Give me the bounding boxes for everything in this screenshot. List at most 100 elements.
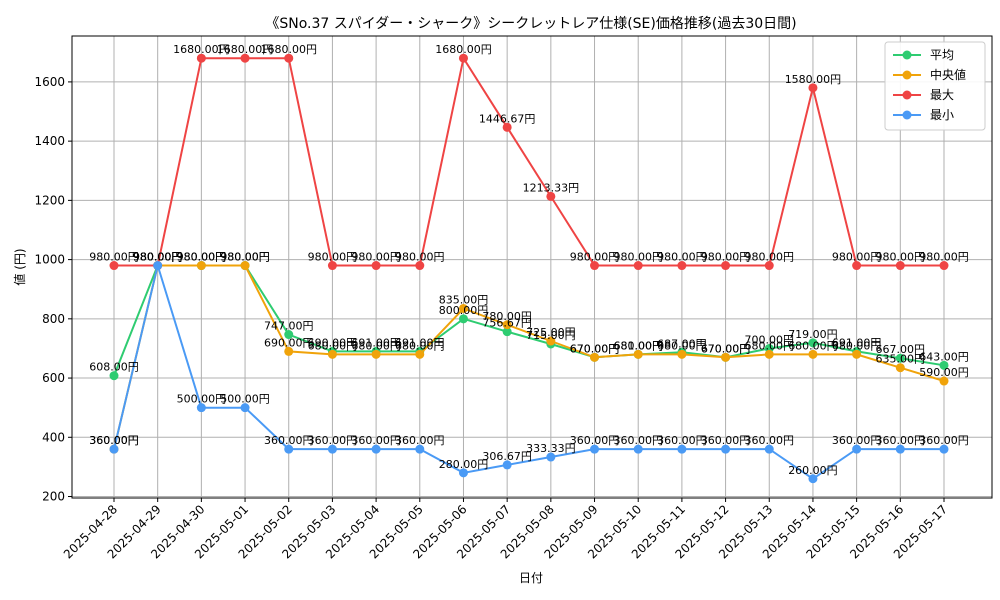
data-point (808, 83, 818, 93)
data-point (196, 53, 206, 63)
y-tick-label: 1000 (34, 253, 65, 267)
y-tick-label: 600 (42, 371, 65, 385)
chart-title: 《SNo.37 スパイダー・シャーク》シークレットレア仕様(SE)価格推移(過去… (265, 16, 796, 32)
data-label: 980.00円 (919, 251, 969, 264)
data-point (764, 261, 774, 271)
data-label: 360.00円 (395, 434, 445, 447)
y-tick-label: 800 (42, 312, 65, 326)
data-point (284, 346, 294, 356)
data-point (677, 349, 687, 359)
y-tick-label: 1600 (34, 75, 65, 89)
data-label: 500.00円 (177, 393, 227, 406)
data-label: 670.00円 (701, 342, 751, 355)
data-point (808, 474, 818, 484)
legend-marker (902, 70, 912, 80)
data-label: 719.00円 (788, 328, 838, 341)
data-point (546, 336, 556, 346)
data-label: 590.00円 (919, 366, 969, 379)
data-point (109, 261, 119, 271)
data-label: 360.00円 (613, 434, 663, 447)
data-label: 1446.67円 (479, 112, 536, 125)
data-label: 670.00円 (570, 342, 620, 355)
data-point (895, 444, 905, 454)
data-point (808, 349, 818, 359)
data-point (284, 444, 294, 454)
data-point (109, 371, 119, 381)
data-label: 980.00円 (351, 251, 401, 264)
data-label: 306.67円 (482, 450, 532, 463)
data-point (415, 261, 425, 271)
data-point (677, 261, 687, 271)
data-point (590, 444, 600, 454)
data-label: 680.00円 (745, 339, 795, 352)
legend-label: 最大 (930, 88, 954, 102)
data-point (502, 320, 512, 330)
data-point (240, 261, 250, 271)
data-label: 715.00円 (526, 329, 576, 342)
data-label: 980.00円 (876, 251, 926, 264)
y-tick-label: 400 (42, 430, 65, 444)
data-label: 800.00円 (439, 304, 489, 317)
plot-frame (71, 35, 993, 499)
data-point (764, 349, 774, 359)
data-label: 680.00円 (395, 339, 445, 352)
data-label: 1680.00円 (173, 43, 230, 56)
data-point (415, 349, 425, 359)
legend-marker (902, 110, 912, 120)
data-label: 680.00円 (351, 339, 401, 352)
data-label: 980.00円 (395, 251, 445, 264)
y-tick-label: 1200 (34, 193, 65, 207)
data-label: 835.00円 (439, 293, 489, 306)
data-label: 980.00円 (133, 251, 183, 264)
legend-box (884, 41, 986, 131)
legend-label: 最小 (930, 108, 954, 122)
series-line (114, 55, 944, 267)
data-label: 667.00円 (876, 343, 926, 356)
data-point (415, 444, 425, 454)
data-point (895, 363, 905, 373)
data-label: 260.00円 (788, 464, 838, 477)
data-label: 680.00円 (657, 339, 707, 352)
legend-label: 平均 (930, 48, 954, 62)
data-label: 756.67円 (482, 317, 532, 330)
data-point (502, 327, 512, 337)
data-label: 747.00円 (264, 320, 314, 333)
data-point (546, 191, 556, 201)
data-point (895, 261, 905, 271)
data-label: 360.00円 (570, 434, 620, 447)
data-label: 980.00円 (570, 251, 620, 264)
data-point (240, 403, 250, 413)
data-label: 980.00円 (220, 251, 270, 264)
data-point (196, 403, 206, 413)
data-label: 690.00円 (264, 336, 314, 349)
data-label: 360.00円 (264, 434, 314, 447)
data-label: 980.00円 (701, 251, 751, 264)
data-point (721, 352, 731, 362)
data-label: 980.00円 (89, 251, 139, 264)
data-label: 980.00円 (177, 251, 227, 264)
data-point (546, 452, 556, 462)
data-label: 1580.00円 (785, 73, 842, 86)
y-axis-ticks: 200 400 600 800 1000 1200 1400 1600 (34, 75, 72, 504)
data-label: 691.00円 (832, 336, 882, 349)
data-point (458, 53, 468, 63)
data-point (633, 349, 643, 359)
data-point (327, 261, 337, 271)
data-point (633, 261, 643, 271)
series-line (113, 261, 944, 481)
data-point (458, 303, 468, 313)
data-label: 691.00円 (395, 336, 445, 349)
data-label: 1213.33円 (523, 181, 580, 194)
data-label: 670.00円 (701, 342, 751, 355)
data-point (284, 330, 294, 340)
data-label: 360.00円 (351, 434, 401, 447)
series-layer (109, 53, 949, 484)
data-label: 333.33円 (526, 442, 576, 455)
legend-marker (902, 90, 912, 100)
y-axis-label: 値 (円) (12, 248, 27, 285)
data-label: 780.00円 (482, 310, 532, 323)
data-point (371, 444, 381, 454)
data-label: 680.00円 (613, 339, 663, 352)
data-point (852, 261, 862, 271)
